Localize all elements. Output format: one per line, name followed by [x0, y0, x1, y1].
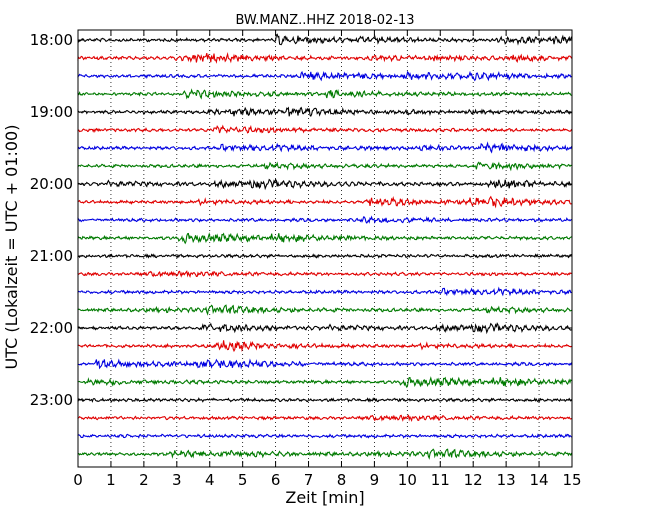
- x-tick-label: 4: [205, 471, 215, 489]
- seismic-trace: [77, 286, 572, 297]
- seismic-trace: [77, 178, 572, 191]
- plot-area: [78, 30, 572, 467]
- seismic-trace: [77, 253, 572, 259]
- x-tick-label: 9: [370, 471, 380, 489]
- seismic-trace: [77, 70, 572, 82]
- trace-group: [77, 33, 573, 460]
- x-tick-label: 7: [304, 471, 314, 489]
- seismic-trace: [77, 161, 572, 172]
- x-tick-label: 5: [238, 471, 248, 489]
- x-axis-label: Zeit [min]: [285, 488, 364, 507]
- seismic-trace: [77, 340, 572, 353]
- seismic-trace: [77, 397, 573, 403]
- seismic-trace: [77, 358, 573, 370]
- seismic-trace: [77, 141, 573, 154]
- y-tick-label: 20:00: [30, 175, 73, 193]
- x-tick-label: 15: [562, 471, 581, 489]
- seismic-trace: [77, 448, 573, 460]
- x-tick-label: 12: [464, 471, 483, 489]
- x-tick-label: 6: [271, 471, 281, 489]
- y-tick-label: 22:00: [30, 319, 73, 337]
- x-tick-label: 13: [497, 471, 516, 489]
- x-tick-label: 8: [337, 471, 347, 489]
- seismic-trace: [77, 433, 572, 439]
- seismic-trace: [77, 215, 572, 224]
- x-tick-label: 3: [172, 471, 182, 489]
- x-tick-label: 0: [73, 471, 83, 489]
- seismic-trace: [77, 124, 573, 134]
- chart-title: BW.MANZ..HHZ 2018-02-13: [235, 13, 414, 28]
- x-tick-label: 14: [530, 471, 549, 489]
- plot-frame: [77, 29, 573, 468]
- x-tick-label: 10: [398, 471, 417, 489]
- seismic-trace: [77, 376, 572, 389]
- seismic-trace: [77, 304, 572, 316]
- grid-lines: [110, 30, 540, 467]
- x-tick-label: 2: [139, 471, 149, 489]
- x-tick-label: 1: [106, 471, 116, 489]
- seismic-trace: [77, 88, 572, 100]
- y-tick-label: 21:00: [30, 247, 73, 265]
- seismic-trace: [77, 33, 573, 46]
- seismic-trace: [77, 322, 572, 335]
- y-axis-ticks: 18:00 19:00 20:00 21:00 22:00 23:00: [30, 31, 572, 409]
- y-tick-label: 23:00: [30, 391, 73, 409]
- x-axis-ticks: 0 1 2 3 4 5 6 7 8 9 10 11 12 13 14 15: [73, 30, 582, 489]
- seismic-trace: [77, 195, 572, 209]
- y-axis-label: UTC (Lokalzeit = UTC + 01:00): [2, 125, 21, 370]
- seismic-trace: [77, 52, 573, 64]
- seismic-trace: [77, 414, 572, 422]
- x-tick-label: 11: [431, 471, 450, 489]
- seismic-trace: [77, 232, 572, 245]
- y-tick-label: 18:00: [30, 31, 73, 49]
- seismic-trace: [77, 106, 572, 117]
- seismic-trace: [77, 270, 572, 279]
- y-tick-label: 19:00: [30, 103, 73, 121]
